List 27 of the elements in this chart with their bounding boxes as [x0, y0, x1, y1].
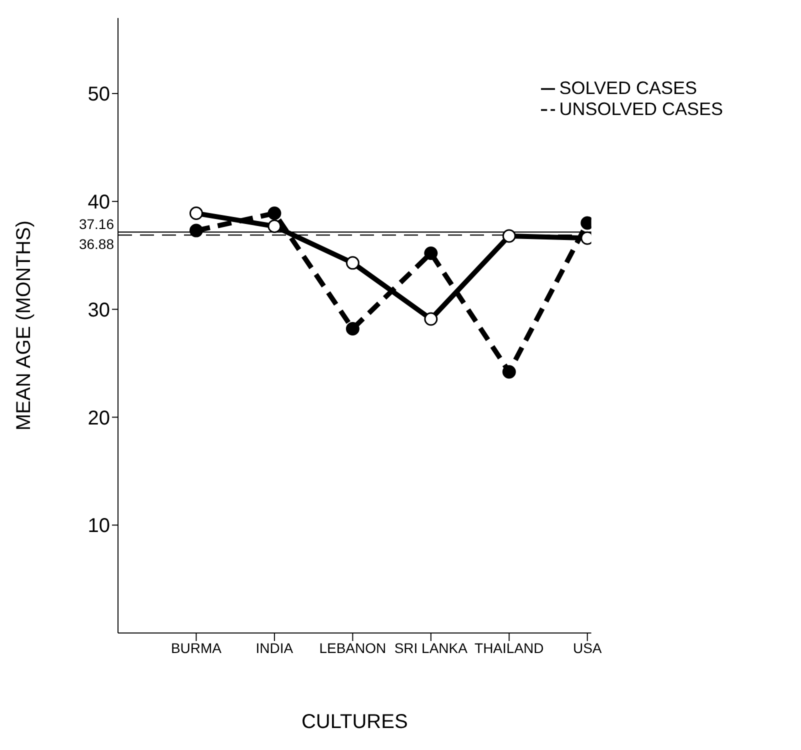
x-tick-label: INDIA — [256, 640, 294, 656]
y-axis-title: MEAN AGE (MONTHS) — [13, 220, 36, 431]
y-tick-label: 50 — [88, 84, 110, 106]
point — [424, 246, 438, 260]
y-tick-label: 30 — [88, 299, 110, 322]
point — [189, 206, 203, 220]
point — [346, 322, 360, 336]
ref-line-label: 37.16 — [78, 216, 114, 232]
point — [189, 224, 203, 238]
legend-label: UNSOLVED CASES — [559, 99, 723, 119]
ref-line-label: 36.88 — [78, 236, 114, 252]
point — [268, 206, 282, 220]
point — [424, 312, 438, 326]
y-tick-label: 20 — [88, 407, 110, 430]
point — [502, 365, 516, 379]
x-tick-label: LEBANON — [319, 640, 386, 656]
x-tick-label: BURMA — [170, 640, 222, 656]
x-tick-label: THAILAND — [474, 640, 544, 656]
legend-label: SOLVED CASES — [559, 78, 697, 98]
y-tick-label: 10 — [88, 515, 110, 538]
point — [502, 229, 516, 243]
point — [346, 256, 360, 270]
y-tick-label: 40 — [88, 192, 110, 214]
x-axis-title: CULTURES — [301, 711, 408, 733]
x-tick-label: USA — [572, 640, 602, 656]
point — [268, 219, 282, 233]
x-tick-label: SRI LANKA — [394, 640, 468, 656]
